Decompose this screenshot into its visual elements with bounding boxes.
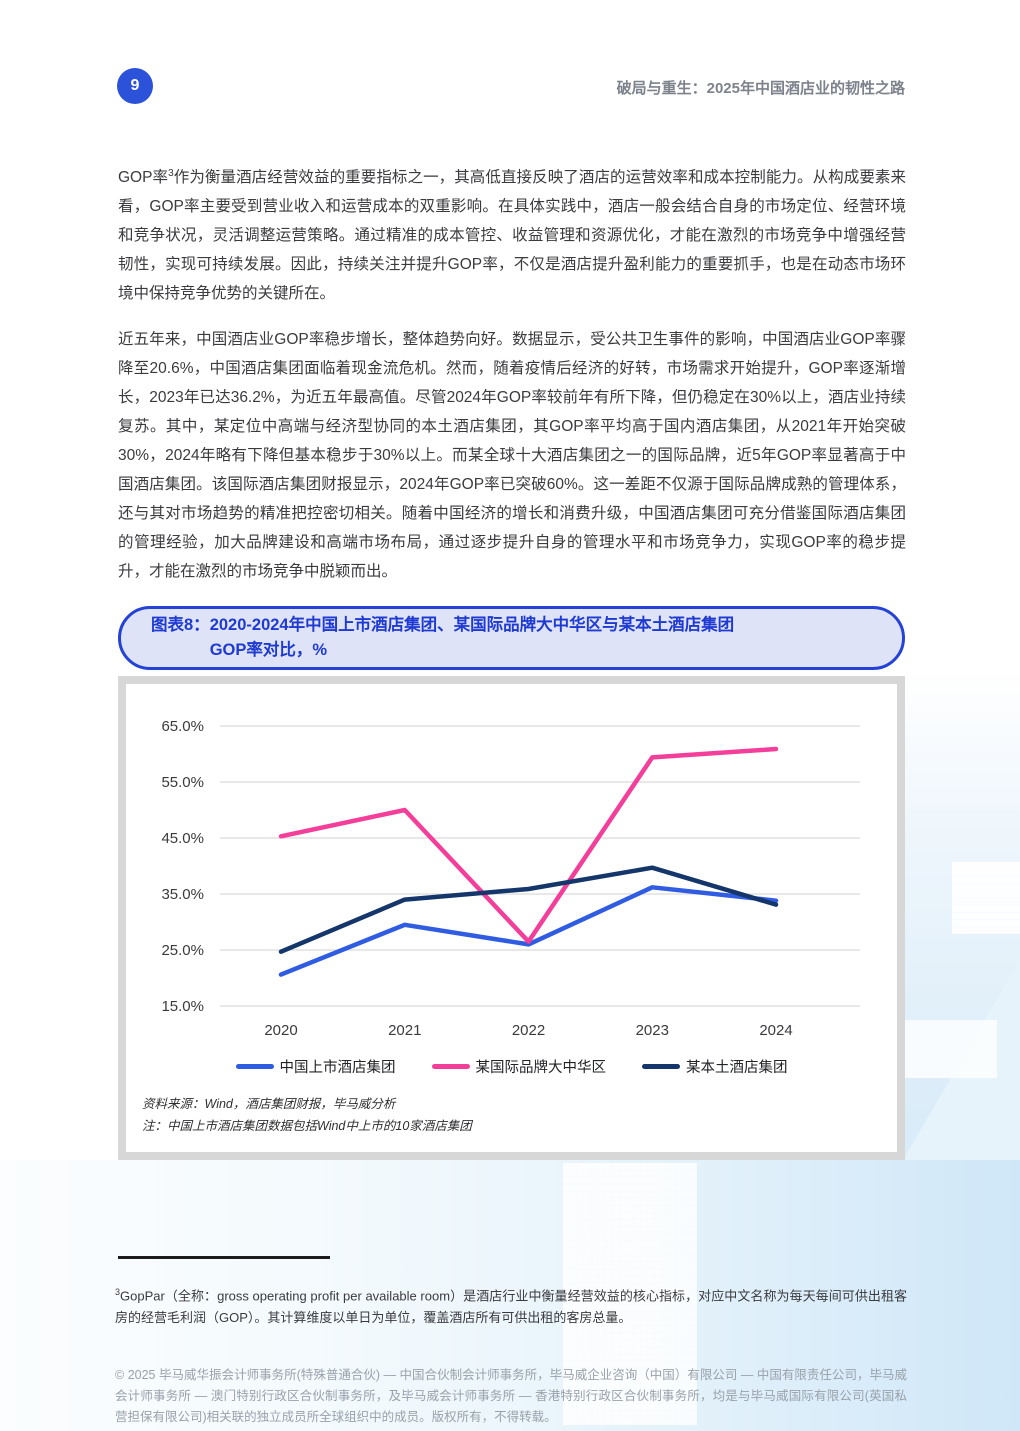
chart-legend: 中国上市酒店集团 某国际品牌大中华区 某本土酒店集团 (126, 1056, 897, 1077)
paragraph-text: 作为衡量酒店经营效益的重要指标之一，其高低直接反映了酒店的运营效率和成本控制能力… (118, 168, 906, 302)
running-header-title: 破局与重生：2025年中国酒店业的韧性之路 (616, 80, 905, 97)
footnote-separator (118, 1256, 330, 1259)
note-line: 注：中国上市酒店集团数据包括Wind中上市的10家酒店集团 (142, 1119, 472, 1133)
gop-rate-line-chart: 65.0% 55.0% 45.0% 35.0% 25.0% 15.0% 2020 2021 20… (161, 718, 860, 1039)
legend-item: 某本土酒店集团 (642, 1056, 788, 1077)
x-axis-tick-label: 2023 (636, 1022, 669, 1039)
legend-swatch (642, 1064, 680, 1069)
legend-label: 某国际品牌大中华区 (475, 1060, 607, 1076)
series-line-某本土酒店集团 (278, 865, 779, 954)
figure-caption-box: 图表8： 2020-2024年中国上市酒店集团、某国际品牌大中华区与某本土酒店集… (118, 606, 905, 670)
chart-source-notes: 资料来源：Wind，酒店集团财报，毕马威分析 注：中国上市酒店集团数据包括Win… (142, 1093, 897, 1137)
figure-caption-line1: 2020-2024年中国上市酒店集团、某国际品牌大中华区与某本土酒店集团 (209, 616, 735, 634)
paragraph-gop-trend: 近五年来，中国酒店业GOP率稳步增长，整体趋势向好。数据显示，受公共卫生事件的影… (118, 330, 906, 580)
x-axis-tick-label: 2021 (388, 1022, 421, 1039)
source-line: 资料来源：Wind，酒店集团财报，毕马威分析 (142, 1097, 396, 1111)
y-axis-tick-label: 55.0% (161, 774, 204, 791)
paragraph-text: GOP率 (118, 168, 169, 186)
legend-item: 中国上市酒店集团 (235, 1056, 396, 1077)
triangle-shape (903, 960, 1020, 1160)
figure-caption-line2: GOP率对比，% (209, 641, 328, 659)
legend-label: 中国上市酒店集团 (279, 1060, 396, 1076)
x-axis-tick-label: 2024 (759, 1022, 792, 1039)
x-axis-tick-label: 2020 (264, 1022, 297, 1039)
right-edge-decoration (903, 668, 1020, 1431)
page-number-badge: 9 (117, 68, 153, 104)
footnote-marker: 3 (168, 167, 174, 179)
paragraph-gop-definition: GOP率3作为衡量酒店经营效益的重要指标之一，其高低直接反映了酒店的运营效率和成… (118, 159, 906, 308)
y-axis-tick-label: 35.0% (161, 886, 204, 903)
dot-grid-pattern (952, 862, 1020, 934)
x-axis-tick-label: 2022 (512, 1022, 545, 1039)
y-axis-tick-label: 25.0% (161, 942, 204, 959)
figure-caption: 图表8： 2020-2024年中国上市酒店集团、某国际品牌大中华区与某本土酒店集… (151, 613, 734, 663)
legend-swatch (235, 1064, 274, 1069)
series-line-某国际品牌大中华区 (278, 746, 779, 944)
legend-item: 某国际品牌大中华区 (431, 1056, 607, 1077)
footnote-number: 3 (115, 1287, 121, 1297)
y-axis-tick-label: 65.0% (161, 718, 204, 735)
series-line-中国上市酒店集团 (278, 885, 779, 977)
copyright-footer: © 2025 毕马威华振会计师事务所(特殊普通合伙) — 中国合伙制会计师事务所… (115, 1367, 907, 1424)
legend-swatch (431, 1064, 470, 1069)
chart-container: 65.0% 55.0% 45.0% 35.0% 25.0% 15.0% 2020 2021 20… (118, 676, 905, 1160)
y-axis-tick-label: 15.0% (161, 998, 204, 1015)
figure-caption-prefix: 图表8： (151, 616, 210, 634)
legend-label: 某本土酒店集团 (686, 1060, 788, 1076)
footnote-text: GopPar（全称：gross operating profit per ava… (115, 1288, 907, 1326)
y-axis-tick-label: 45.0% (161, 830, 204, 847)
square-shape (905, 1020, 997, 1078)
footnote: 3GopPar（全称：gross operating profit per av… (115, 1281, 907, 1329)
